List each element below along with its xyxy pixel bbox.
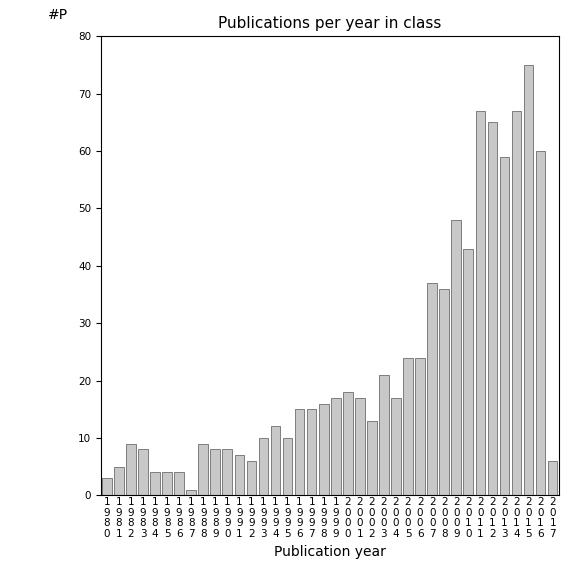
Bar: [511, 111, 521, 496]
Bar: [343, 392, 353, 496]
Bar: [331, 398, 341, 496]
Bar: [463, 248, 473, 496]
Bar: [187, 489, 196, 496]
Bar: [391, 398, 401, 496]
Bar: [500, 156, 509, 496]
Text: #P: #P: [48, 9, 68, 22]
Bar: [283, 438, 293, 496]
Bar: [488, 122, 497, 496]
Bar: [210, 450, 220, 496]
Bar: [102, 478, 112, 496]
Bar: [536, 151, 545, 496]
Bar: [198, 443, 208, 496]
Bar: [415, 358, 425, 496]
Bar: [403, 358, 413, 496]
Bar: [476, 111, 485, 496]
Bar: [270, 426, 280, 496]
Title: Publications per year in class: Publications per year in class: [218, 16, 442, 31]
Bar: [439, 289, 449, 496]
Bar: [307, 409, 316, 496]
Bar: [379, 375, 389, 496]
Bar: [524, 65, 534, 496]
Bar: [138, 450, 148, 496]
Bar: [355, 398, 365, 496]
Bar: [174, 472, 184, 496]
Bar: [126, 443, 136, 496]
Bar: [150, 472, 160, 496]
X-axis label: Publication year: Publication year: [274, 545, 386, 558]
Bar: [548, 461, 557, 496]
Bar: [367, 421, 376, 496]
Bar: [247, 461, 256, 496]
Bar: [428, 283, 437, 496]
Bar: [235, 455, 244, 496]
Bar: [451, 220, 461, 496]
Bar: [114, 467, 124, 496]
Bar: [162, 472, 172, 496]
Bar: [259, 438, 268, 496]
Bar: [319, 404, 328, 496]
Bar: [222, 450, 232, 496]
Bar: [295, 409, 304, 496]
